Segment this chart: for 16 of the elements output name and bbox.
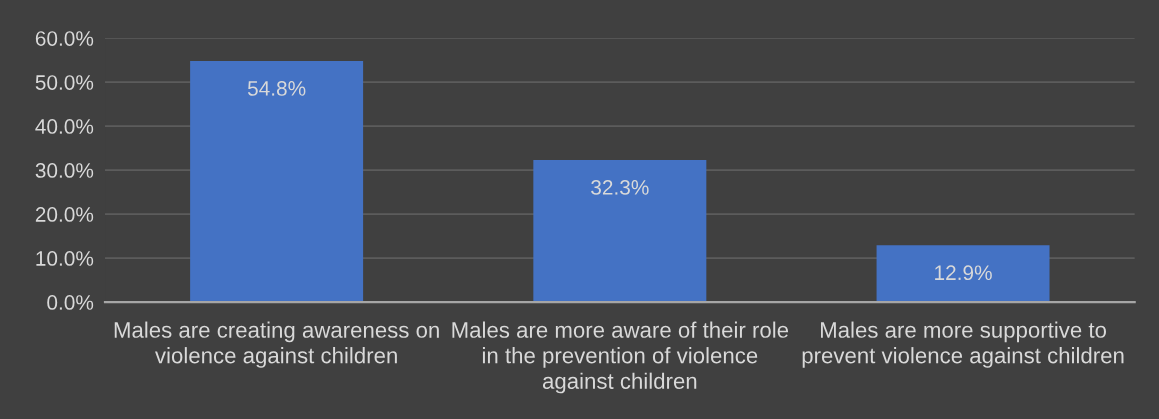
- data-label: 12.9%: [935, 265, 992, 281]
- bar: [190, 61, 364, 303]
- bar: [533, 160, 707, 303]
- y-tick-label: 30.0%: [35, 163, 94, 178]
- bar: [876, 245, 1050, 303]
- y-tick-label: 50.0%: [35, 75, 94, 90]
- data-label: 54.8%: [247, 81, 306, 96]
- data-label: 32.3%: [591, 180, 649, 195]
- y-tick-label: 0.0%: [47, 295, 94, 310]
- y-tick-label: 60.0%: [35, 31, 94, 46]
- x-tick-label: Males are more supportive to prevent violence against children: [802, 321, 1124, 368]
- y-tick-label: 10.0%: [36, 251, 94, 266]
- y-tick-label: 40.0%: [35, 119, 94, 134]
- y-tick-label: 20.0%: [35, 207, 94, 222]
- x-tick-label: Males are creating awareness on violence against children: [114, 321, 439, 368]
- x-tick-label: Males are more aware of their role in the prevention of violence against children: [452, 321, 789, 394]
